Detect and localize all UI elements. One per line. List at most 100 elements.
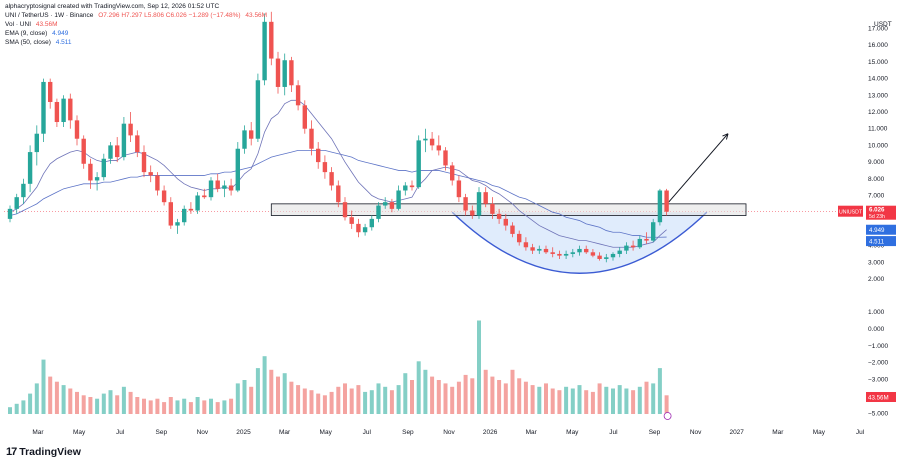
candle bbox=[530, 243, 535, 254]
candle-body bbox=[275, 58, 281, 87]
x-tick-label: Jul bbox=[116, 429, 125, 436]
volume-bar bbox=[269, 369, 274, 414]
volume-bar bbox=[537, 386, 542, 414]
candle-body bbox=[530, 247, 535, 251]
candle bbox=[610, 252, 616, 261]
candle bbox=[182, 205, 187, 226]
volume-bar bbox=[577, 385, 582, 414]
volume-bar bbox=[483, 369, 488, 414]
volume-bar bbox=[544, 383, 548, 414]
candle-body bbox=[188, 208, 194, 211]
volume-bar bbox=[336, 386, 341, 414]
candle bbox=[322, 155, 328, 179]
candle bbox=[208, 177, 214, 201]
candle-body bbox=[115, 145, 120, 158]
tradingview-brand[interactable]: 17 TradingView bbox=[6, 446, 81, 458]
x-tick-label: Mar bbox=[772, 429, 784, 436]
candle bbox=[101, 153, 106, 181]
sma-legend[interactable]: SMA (50, close) 4.511 bbox=[5, 39, 75, 47]
candle-body bbox=[61, 98, 66, 123]
candle bbox=[289, 56, 294, 92]
candle-body bbox=[537, 248, 542, 251]
candle bbox=[523, 237, 529, 251]
volume-bar bbox=[162, 402, 167, 414]
candle-body bbox=[135, 135, 140, 153]
candle bbox=[14, 193, 19, 214]
candle bbox=[403, 182, 408, 196]
y-tick-label: 4.000 bbox=[868, 243, 885, 250]
candle-body bbox=[403, 185, 408, 191]
candle bbox=[48, 78, 53, 109]
candle-body bbox=[155, 175, 160, 191]
candle bbox=[450, 162, 455, 186]
y-tick-label: −3.000 bbox=[868, 377, 888, 384]
candle-body bbox=[610, 253, 616, 258]
candle-body bbox=[523, 242, 529, 248]
x-tick-label: Sep bbox=[402, 429, 414, 436]
candle bbox=[409, 180, 415, 191]
volume-bar bbox=[135, 397, 140, 414]
candle-body bbox=[222, 185, 227, 189]
candle bbox=[537, 245, 542, 254]
x-tick-label: Sep bbox=[156, 429, 168, 436]
candle bbox=[161, 185, 167, 206]
candle bbox=[651, 218, 656, 243]
volume-bar bbox=[128, 391, 133, 414]
candle-body bbox=[41, 81, 46, 134]
volume-bar bbox=[436, 380, 441, 414]
volume-bar bbox=[41, 359, 46, 414]
volume-bar bbox=[182, 398, 187, 414]
volume-bar bbox=[329, 391, 334, 414]
candle-body bbox=[54, 101, 60, 123]
candle-body bbox=[543, 248, 549, 253]
volume-bar bbox=[88, 397, 93, 414]
candle bbox=[436, 135, 441, 156]
candle-body bbox=[202, 195, 207, 198]
candle bbox=[416, 135, 421, 189]
volume-bar bbox=[611, 388, 615, 414]
candle bbox=[188, 202, 194, 214]
candle-body bbox=[255, 80, 261, 139]
candle bbox=[342, 197, 348, 221]
candle-body bbox=[228, 185, 234, 191]
candle-body bbox=[416, 140, 421, 188]
volume-bar bbox=[34, 383, 39, 414]
candle-body bbox=[349, 217, 354, 224]
volume-bar bbox=[584, 390, 589, 414]
volume-bar bbox=[570, 388, 575, 414]
candle-body bbox=[88, 163, 93, 181]
candle bbox=[557, 250, 562, 259]
candle-body bbox=[557, 253, 562, 256]
candle-body bbox=[182, 208, 187, 223]
candle-body bbox=[336, 185, 341, 203]
volume-bar bbox=[195, 397, 200, 414]
y-tick-label: 8.000 bbox=[868, 176, 885, 183]
candle-body bbox=[309, 128, 314, 149]
volume-legend[interactable]: Vol · UNI 43.56M bbox=[5, 21, 61, 29]
candle bbox=[590, 248, 596, 258]
y-tick-label: 7.000 bbox=[868, 193, 885, 200]
price-badge bbox=[866, 205, 896, 220]
candle bbox=[34, 125, 39, 166]
candle bbox=[128, 112, 133, 143]
volume-bar bbox=[28, 393, 33, 414]
volume-bar bbox=[463, 374, 468, 414]
candle bbox=[329, 167, 334, 191]
candle bbox=[383, 197, 388, 209]
candle-body bbox=[644, 238, 649, 241]
y-tick-label: −2.000 bbox=[868, 360, 888, 367]
candle-body bbox=[101, 158, 106, 178]
candle bbox=[121, 117, 127, 161]
sma-value: 4.511 bbox=[55, 39, 72, 46]
volume-bar bbox=[215, 402, 220, 414]
volume-bar bbox=[296, 385, 301, 414]
candle-body bbox=[322, 162, 328, 173]
y-tick-label: 14.000 bbox=[868, 76, 888, 83]
candle bbox=[202, 188, 207, 199]
candle bbox=[423, 128, 428, 153]
ema-legend[interactable]: EMA (9, close) 4.949 bbox=[5, 30, 71, 38]
candle bbox=[637, 235, 642, 249]
y-tick-label: 0.000 bbox=[868, 326, 885, 333]
